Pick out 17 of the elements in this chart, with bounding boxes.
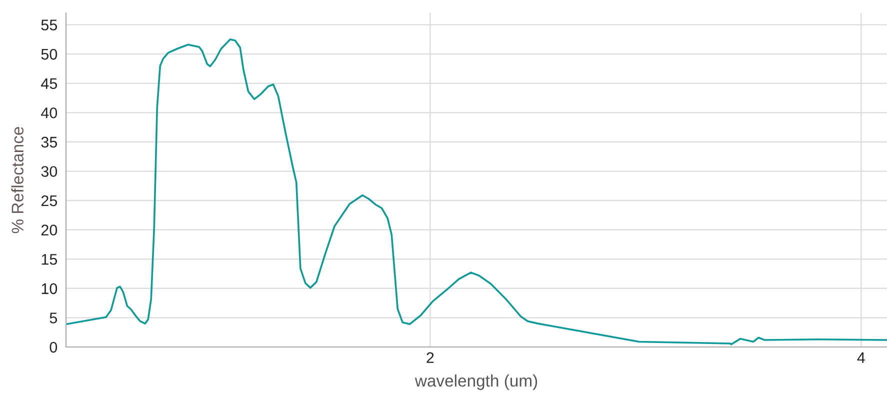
y-tick-label: 35 — [41, 136, 58, 148]
y-tick-label: 25 — [41, 195, 58, 206]
y-tick-label: 10 — [42, 283, 58, 294]
y-tick-label: 5 — [50, 312, 58, 324]
y-tick-label: 55 — [41, 20, 58, 30]
y-tick-label: 0 — [50, 342, 58, 353]
y-tick-label: 40 — [41, 107, 58, 118]
x-axis-title: wavelength (um) — [414, 374, 538, 390]
y-tick-label: 15 — [42, 254, 58, 265]
line-series — [66, 38, 887, 346]
x-tick-label: 4 — [857, 352, 865, 363]
y-axis-title: % Reflectance — [11, 127, 24, 234]
y-tick-label: 45 — [41, 78, 58, 89]
y-tick-label: 50 — [41, 48, 58, 60]
x-tick-label: 2 — [426, 352, 434, 363]
y-tick-label: 30 — [41, 166, 58, 177]
y-tick-label: 20 — [41, 224, 58, 236]
